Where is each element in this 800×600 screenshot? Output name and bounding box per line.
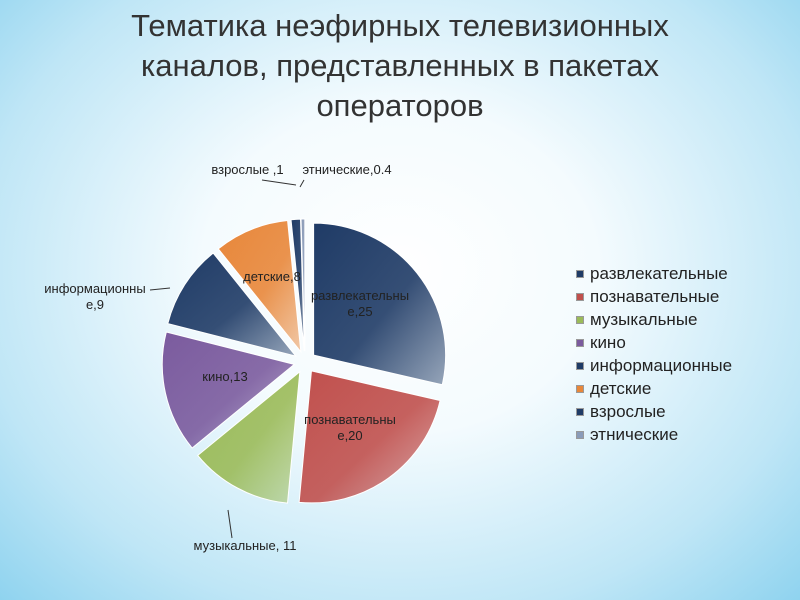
pie-slice (290, 218, 305, 352)
legend-swatch (576, 407, 584, 416)
data-label: этнические,0.4 (302, 162, 392, 177)
legend-item: детские (576, 377, 732, 400)
legend-label: детские (590, 378, 652, 398)
pie-slice (217, 219, 302, 354)
legend-swatch (576, 292, 584, 301)
leader-line (299, 179, 305, 188)
pie-slice (161, 331, 296, 449)
legend-item: информационные (576, 354, 732, 377)
data-label: взрослые ,1 (211, 162, 284, 177)
leader-line (261, 179, 297, 186)
data-label: детские,8 (243, 269, 301, 284)
pie-slice (313, 222, 447, 386)
data-label: познавательные,20 (304, 412, 396, 443)
data-label: кино,13 (202, 369, 248, 384)
data-label: музыкальные, 11 (193, 538, 297, 553)
legend-swatch (576, 269, 584, 278)
data-label: развлекательные,25 (310, 288, 410, 319)
legend-label: музыкальные (590, 309, 698, 329)
legend: развлекательные познавательные музыкальные… (576, 262, 732, 446)
chart-title: Тематика неэфирных телевизионных каналов… (131, 8, 669, 123)
legend-label: познавательные (590, 286, 720, 306)
legend-label: кино (590, 332, 626, 352)
legend-item: развлекательные (576, 262, 732, 285)
legend-item: взрослые (576, 400, 732, 423)
legend-swatch (576, 361, 584, 370)
legend-item: музыкальные (576, 308, 732, 331)
pie-slice (300, 218, 306, 352)
pie-slice (298, 370, 441, 504)
legend-label: информационные (590, 355, 733, 375)
legend-label: развлекательные (590, 263, 728, 283)
leader-line (227, 509, 233, 539)
leader-line (149, 287, 171, 291)
data-label: информационные,9 (44, 281, 146, 312)
pie-slice (167, 252, 298, 357)
legend-label: взрослые (590, 401, 666, 421)
legend-swatch (576, 384, 584, 393)
pie-slice (197, 370, 301, 504)
legend-swatch (576, 338, 584, 347)
legend-label: этнические (590, 424, 679, 444)
legend-swatch (576, 430, 584, 439)
legend-item: этнические (576, 423, 732, 446)
legend-swatch (576, 315, 584, 324)
legend-item: кино (576, 331, 732, 354)
legend-item: познавательные (576, 285, 732, 308)
